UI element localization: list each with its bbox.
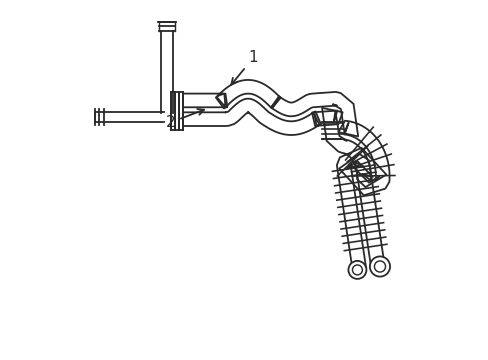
Circle shape bbox=[369, 256, 389, 276]
FancyBboxPatch shape bbox=[161, 31, 172, 113]
Text: 2: 2 bbox=[165, 109, 203, 130]
Polygon shape bbox=[183, 80, 389, 268]
Text: 1: 1 bbox=[231, 50, 258, 85]
Circle shape bbox=[374, 261, 385, 272]
Circle shape bbox=[348, 261, 366, 279]
Circle shape bbox=[352, 265, 362, 275]
Polygon shape bbox=[183, 99, 386, 271]
FancyBboxPatch shape bbox=[95, 112, 163, 122]
